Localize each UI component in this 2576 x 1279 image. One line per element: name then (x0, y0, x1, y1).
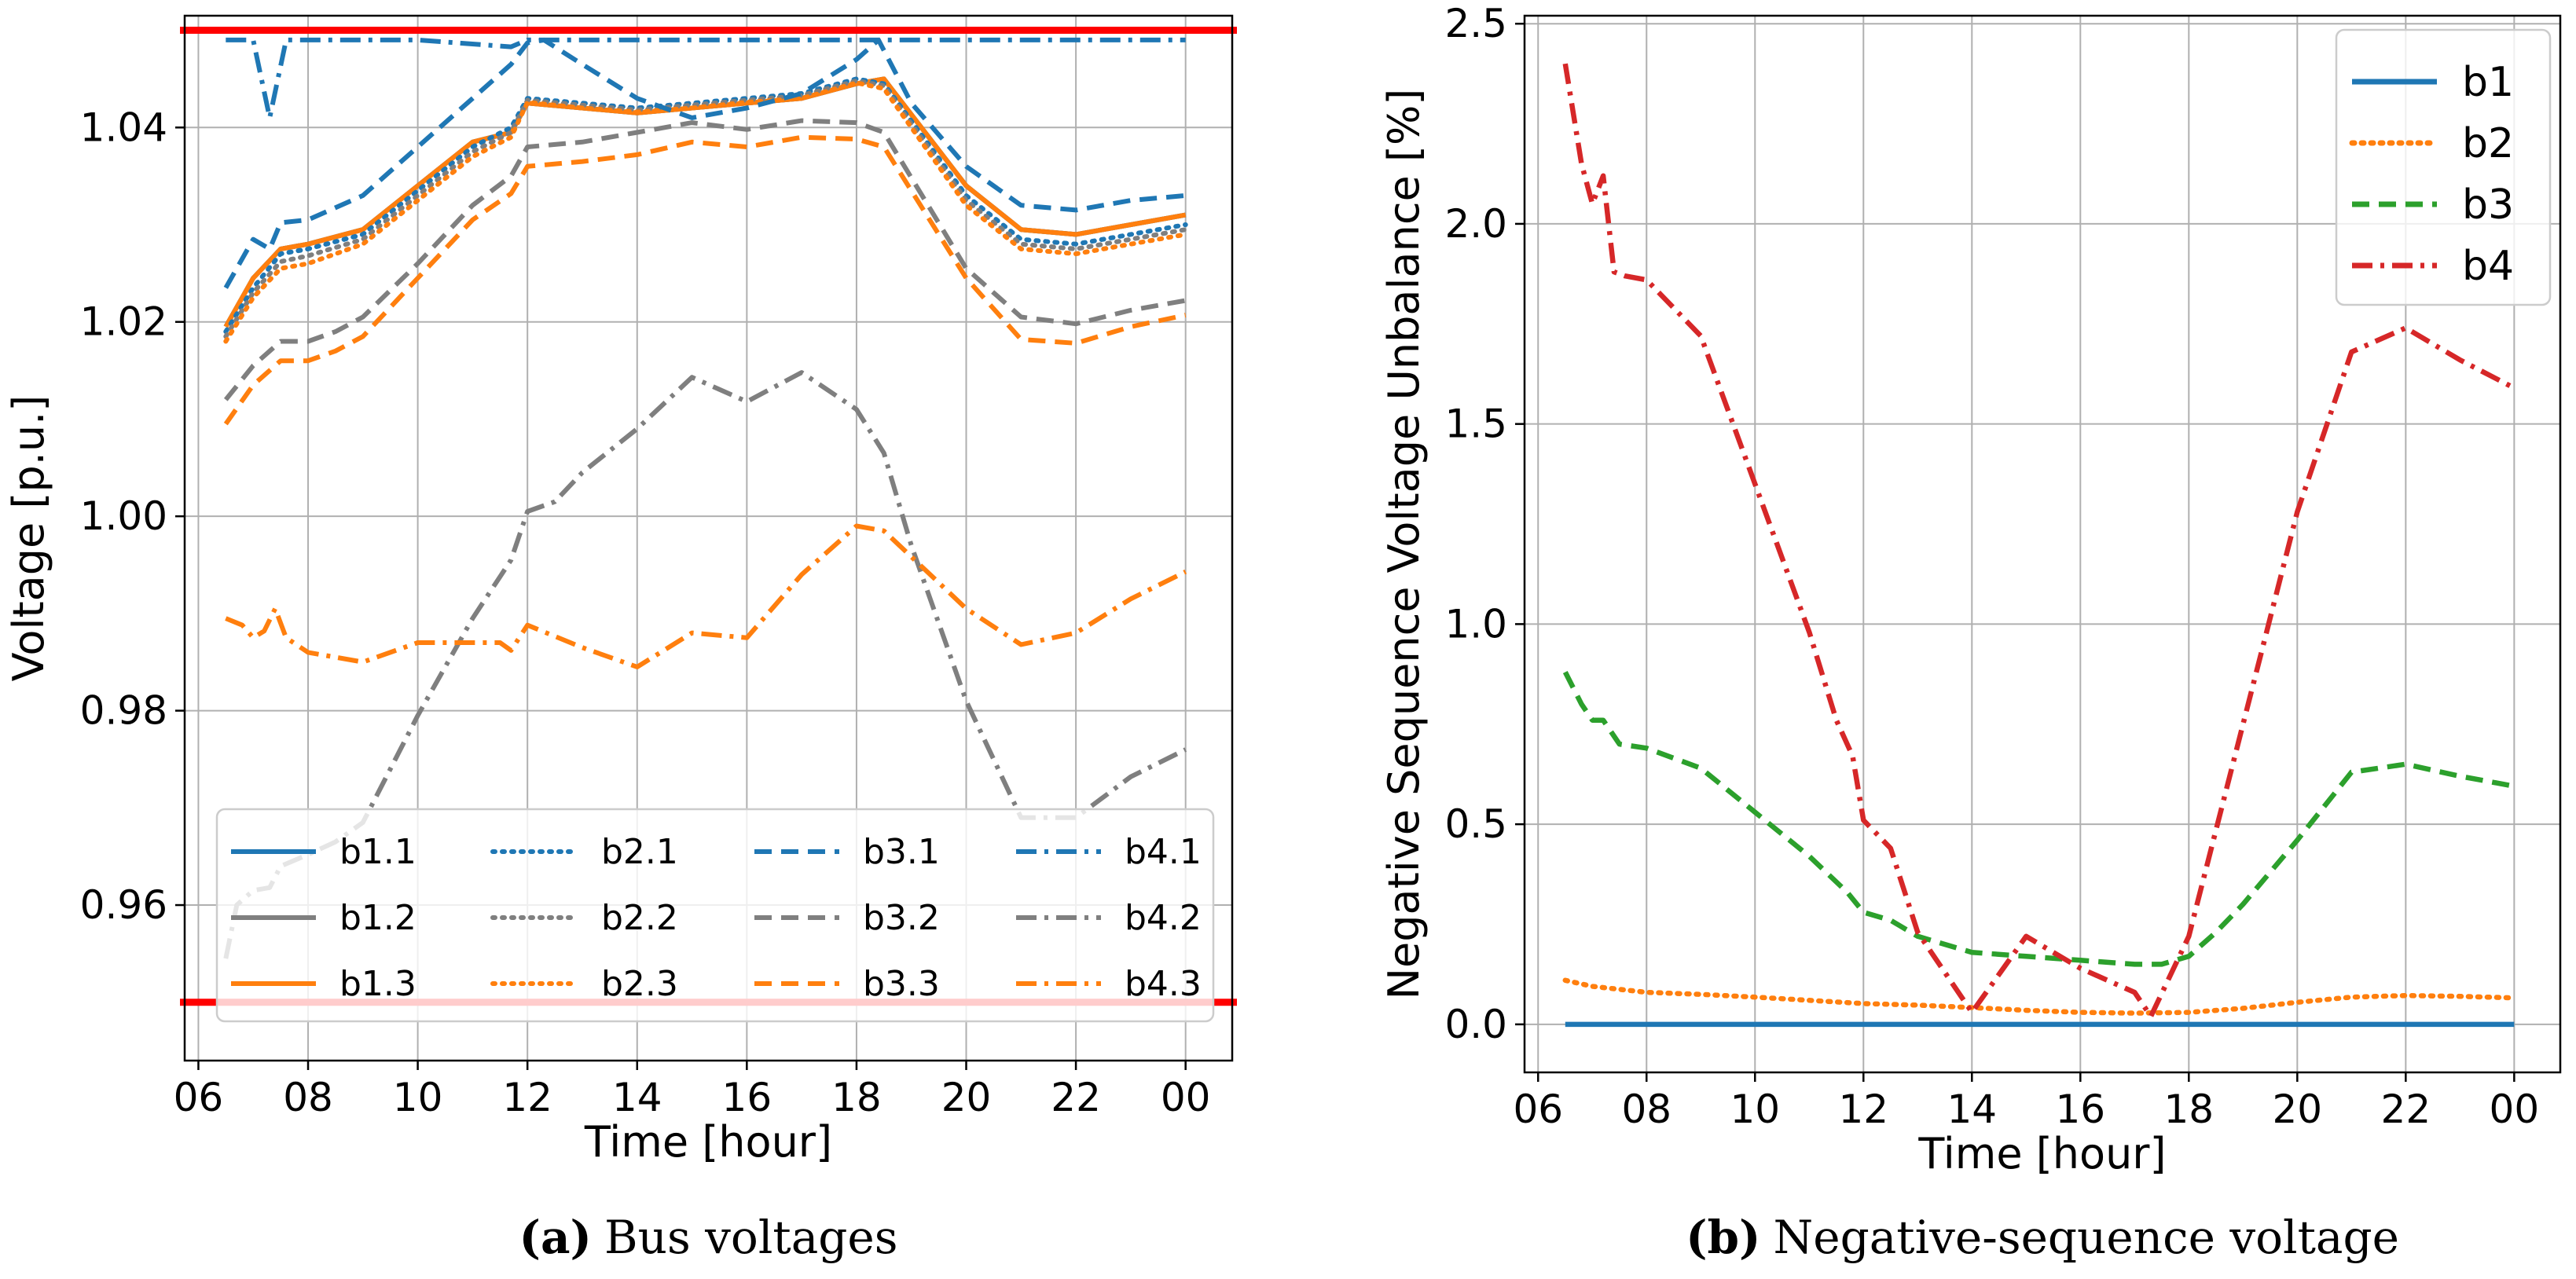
unbalance-legend: b1 b2 b3 b4 (2335, 28, 2552, 306)
x-tick-label: 12 (1838, 1087, 1888, 1132)
unbalance-ticks: 06 08 10 12 14 16 18 20 22 00 0.0 0.5 1.0 1.5 2.0 2.5 (1444, 1, 2539, 1132)
legend-label: b3.2 (863, 898, 940, 938)
y-tick-label: 0.5 (1444, 801, 1507, 847)
legend-label: b1.3 (339, 964, 416, 1004)
x-tick-label: 16 (2055, 1087, 2105, 1132)
legend-label: b4 (2462, 243, 2514, 290)
bus-voltage-legend: b1.1 b1.2 b1.3 b2.1 b2.2 b2.3 b3.1 b3.2 b3.3 b4.1… (215, 808, 1215, 1023)
unbalance-caption-text: Negative-sequence voltage (1774, 1211, 2399, 1264)
y-tick-label: 1.02 (80, 299, 167, 345)
legend-label: b1.2 (339, 898, 416, 938)
legend-label: b3.3 (863, 964, 940, 1004)
y-tick-label: 2.0 (1444, 201, 1507, 247)
series-line-b4-3 (225, 523, 1187, 669)
series-line-b3-1 (223, 37, 1186, 289)
x-tick-label: 18 (2164, 1087, 2215, 1132)
bus-voltage-y-label: Voltage [p.u.] (4, 395, 53, 682)
x-tick-label: 08 (1621, 1087, 1671, 1132)
legend-label: b4.2 (1125, 898, 1202, 938)
unbalance-x-label: Time [hour] (1917, 1129, 2166, 1178)
y-tick-label: 1.00 (80, 493, 167, 539)
bus-voltage-plot-frame (183, 14, 1234, 1062)
legend-label: b3.1 (863, 832, 940, 872)
bus-voltage-chart: 06 08 10 12 14 16 18 20 22 00 0.96 0.98 1.00 1.02 1.04… (4, 14, 1237, 1264)
series-line-b1-2 (223, 76, 1187, 328)
y-tick-label: 0.96 (80, 882, 167, 928)
unbalance-caption-letter: (b) (1686, 1211, 1760, 1264)
unbalance-chart: 06 08 10 12 14 16 18 20 22 00 0.0 0.5 1.0 1.5 2.0 2.5 T… (1379, 1, 2562, 1264)
x-tick-label: 06 (174, 1075, 224, 1120)
x-tick-label: 00 (2490, 1087, 2540, 1132)
legend-box (215, 808, 1215, 1023)
y-tick-label: 2.5 (1444, 1, 1507, 46)
legend-label: b1 (2462, 59, 2514, 106)
x-tick-label: 22 (1051, 1075, 1101, 1120)
unbalance-y-label: Negative Sequence Voltage Unbalance [%] (1379, 89, 1429, 1000)
x-tick-label: 14 (612, 1075, 662, 1120)
bus-voltage-x-label: Time [hour] (584, 1117, 832, 1167)
series-line-b4 (1562, 63, 2515, 1019)
x-tick-label: 22 (2381, 1087, 2431, 1132)
bus-voltage-caption-letter: (a) (519, 1211, 592, 1264)
bus-voltage-caption: (a) Bus voltages (519, 1211, 898, 1264)
x-tick-label: 18 (831, 1075, 882, 1120)
series-line-b1-3 (223, 76, 1187, 328)
series-line-b2 (1562, 977, 2517, 1016)
legend-label: b2 (2462, 120, 2514, 167)
x-tick-label: 10 (1730, 1087, 1780, 1132)
legend-label: b1.1 (339, 832, 416, 872)
legend-label: b3 (2462, 181, 2514, 229)
legend-label: b2.3 (601, 964, 678, 1004)
legend-label: b4.1 (1125, 832, 1202, 872)
y-tick-label: 1.04 (80, 104, 167, 150)
legend-label: b2.2 (601, 898, 678, 938)
series-line-b3-2 (223, 118, 1187, 401)
unbalance-plot-frame (1523, 14, 2562, 1074)
x-tick-label: 20 (2273, 1087, 2323, 1132)
y-tick-label: 0.0 (1444, 1002, 1507, 1047)
legend-box (2335, 28, 2552, 306)
x-tick-label: 08 (283, 1075, 333, 1120)
unbalance-caption: (b) Negative-sequence voltage (1686, 1211, 2399, 1264)
bus-voltage-ticks: 06 08 10 12 14 16 18 20 22 00 0.96 0.98 1.00 1.02 1.04 (80, 104, 1211, 1120)
bus-voltage-caption-text: Bus voltages (604, 1211, 898, 1264)
series-line-b2-3 (223, 80, 1188, 344)
legend-label: b2.1 (601, 832, 678, 872)
series-line-b3 (1562, 671, 2515, 967)
x-tick-label: 16 (722, 1075, 772, 1120)
y-tick-label: 1.5 (1444, 401, 1507, 447)
series-line-b3-3 (223, 134, 1187, 426)
x-tick-label: 20 (941, 1075, 992, 1120)
x-tick-label: 12 (502, 1075, 552, 1120)
series-line-b1-1 (223, 76, 1187, 328)
legend-label: b4.3 (1125, 964, 1202, 1004)
unbalance-grid (1525, 16, 2560, 1072)
unbalance-series (1562, 63, 2517, 1028)
x-tick-label: 00 (1161, 1075, 1211, 1120)
series-line-b4-1 (226, 37, 1186, 120)
bus-voltage-series (223, 37, 1188, 959)
x-tick-label: 06 (1513, 1087, 1563, 1132)
y-tick-label: 0.98 (80, 688, 167, 734)
x-tick-label: 14 (1947, 1087, 1997, 1132)
x-tick-label: 10 (393, 1075, 443, 1120)
y-tick-label: 1.0 (1444, 601, 1507, 647)
